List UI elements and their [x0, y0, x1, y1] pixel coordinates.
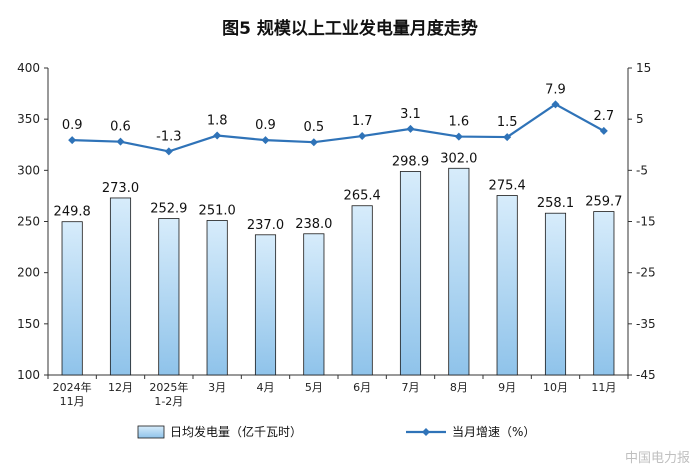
bar-value-label: 237.0: [247, 218, 284, 233]
x-tick-label: 7月: [402, 381, 420, 394]
line-value-label: 1.7: [352, 114, 373, 129]
legend-bar-swatch: [137, 425, 165, 439]
line-point: [309, 138, 318, 147]
right-tick-label: -35: [636, 317, 656, 331]
x-tick-label: 10月: [543, 381, 568, 394]
bar-value-label: 273.0: [102, 181, 139, 196]
bar-value-label: 259.7: [585, 195, 622, 210]
line-value-label: 0.5: [303, 120, 324, 135]
x-tick-label: 8月: [450, 381, 468, 394]
bar: [109, 197, 132, 376]
line-value-label: -1.3: [156, 129, 181, 144]
bar: [448, 167, 470, 376]
right-tick-label: -25: [636, 266, 656, 280]
chart-title: 图5 规模以上工业发电量月度走势: [222, 18, 478, 39]
x-tick-label: 2025年: [149, 380, 188, 394]
bar: [158, 218, 180, 376]
bar-value-label: 238.0: [295, 217, 332, 232]
bar: [303, 233, 325, 376]
line-value-label: 0.9: [62, 118, 83, 133]
left-tick-label: 250: [17, 215, 40, 229]
x-tick-label: 4月: [257, 381, 275, 394]
x-tick-label: 9月: [498, 381, 516, 394]
right-tick-label: -45: [636, 368, 656, 382]
line-path: [72, 103, 605, 153]
bar: [351, 205, 373, 376]
right-tick-label: -5: [636, 163, 648, 177]
x-tick-label: 12月: [108, 381, 133, 394]
line-value-label: 0.9: [255, 118, 276, 133]
line-point: [551, 100, 560, 109]
line-point: [503, 133, 512, 142]
legend-bar-label: 日均发电量（亿千瓦时）: [170, 424, 302, 439]
line-value-label: 1.8: [207, 114, 228, 129]
x-tick-label: 2024年: [53, 380, 92, 394]
axes: 100 150 200 250 300 350 400 -45 -35 -25 -15 -5 5 15 20…: [17, 61, 656, 408]
line-point: [213, 131, 222, 140]
line-point: [599, 126, 608, 135]
left-tick-label: 200: [17, 266, 40, 280]
x-tick-label: 6月: [353, 381, 371, 394]
line-point: [261, 136, 270, 145]
bar: [593, 211, 615, 376]
x-tick-label: 5月: [305, 381, 323, 394]
left-tick-label: 100: [17, 368, 40, 382]
left-tick-label: 350: [17, 112, 40, 126]
bar-value-label: 249.8: [54, 205, 91, 220]
bar: [496, 195, 518, 376]
x-tick-label: 11月: [591, 381, 616, 394]
bar-value-label: 275.4: [489, 179, 526, 194]
right-tick-label: -15: [636, 215, 656, 229]
line-value-label: 2.7: [593, 109, 614, 124]
left-tick-label: 400: [17, 61, 40, 75]
line-point: [116, 137, 125, 146]
bar-value-label: 258.1: [537, 196, 574, 211]
right-tick-label: 15: [636, 61, 651, 75]
line-point: [164, 147, 173, 156]
left-tick-label: 150: [17, 317, 40, 331]
x-tick-label: 11月: [60, 395, 85, 408]
line-point: [454, 132, 463, 141]
bar-series: 249.8 273.0 252.9 251.0 237.0 238.0 265.4 298.9…: [54, 151, 622, 376]
line-value-label: 1.6: [448, 115, 469, 130]
bar-value-label: 252.9: [150, 202, 187, 217]
bar-value-label: 302.0: [440, 151, 477, 166]
line-point: [358, 132, 367, 141]
bar: [544, 212, 567, 376]
bar: [206, 220, 228, 376]
bar-value-label: 251.0: [199, 203, 236, 218]
right-tick-label: 5: [636, 112, 644, 126]
bar: [61, 221, 83, 376]
left-tick-label: 300: [17, 163, 40, 177]
bar-value-label: 298.9: [392, 154, 429, 169]
x-tick-label: 3月: [208, 381, 226, 394]
line-value-label: 7.9: [545, 82, 566, 97]
line-value-label: 1.5: [497, 115, 518, 130]
bar: [399, 171, 422, 376]
watermark: 中国电力报: [625, 451, 690, 466]
bar: [254, 234, 277, 376]
line-point: [68, 136, 77, 145]
line-point: [406, 124, 415, 133]
line-series: 0.9 0.6 -1.3 1.8 0.9 0.5 1.7 3.1 1.6 1.5 7.9 2.7: [62, 82, 614, 156]
legend-line-label: 当月增速（%）: [452, 425, 535, 439]
legend-line-marker: [422, 428, 430, 436]
line-value-label: 3.1: [400, 107, 421, 122]
legend: 日均发电量（亿千瓦时） 当月增速（%）: [137, 424, 535, 439]
x-tick-label: 1-2月: [154, 395, 183, 408]
line-value-label: 0.6: [110, 120, 131, 135]
bar-value-label: 265.4: [344, 189, 381, 204]
